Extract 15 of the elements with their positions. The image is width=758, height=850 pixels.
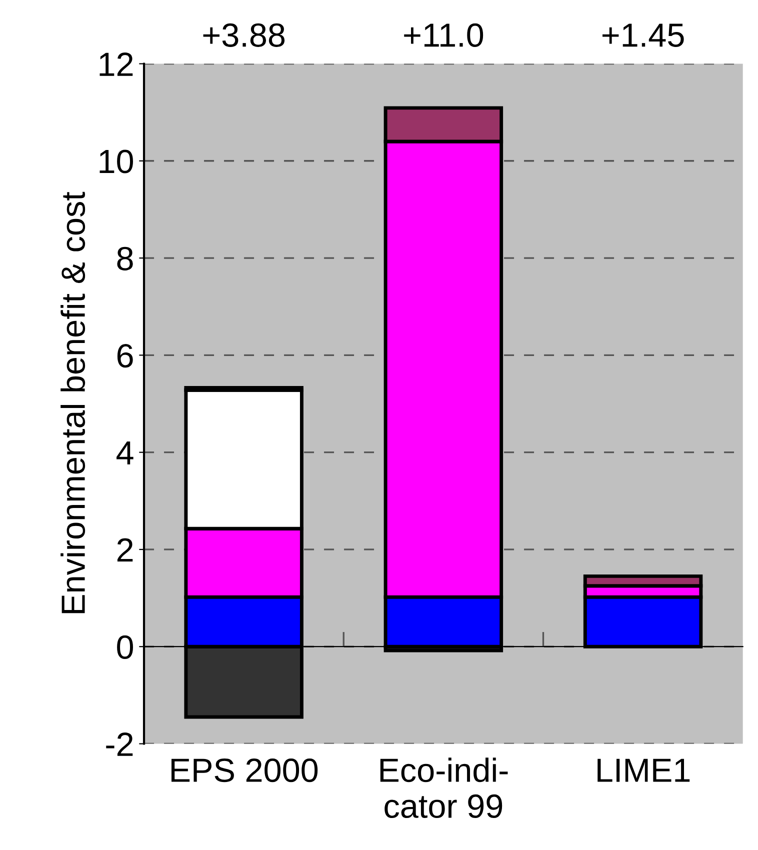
y-tick-label: -2 (106, 732, 133, 756)
x-tick-label: Eco-indi- cator 99 (380, 758, 508, 818)
text: +1.45 (602, 24, 684, 47)
y-tick-label: 8 (117, 246, 133, 270)
y-tick-label: 2 (117, 538, 133, 562)
y-tick-label: 4 (116, 441, 134, 464)
y-axis-title: Environmental benefit & cost (60, 192, 86, 614)
y-tick-label: 10 (100, 150, 133, 174)
x-tick-label: EPS 2000 (172, 758, 318, 782)
text: +11.0 (404, 23, 484, 47)
text: +3.88 (203, 23, 285, 47)
x-tick-label: LIME1 (598, 758, 690, 782)
y-tick-label: 0 (117, 635, 133, 660)
y-tick-label: 6 (117, 344, 133, 368)
y-tick-label: 12 (100, 52, 133, 76)
